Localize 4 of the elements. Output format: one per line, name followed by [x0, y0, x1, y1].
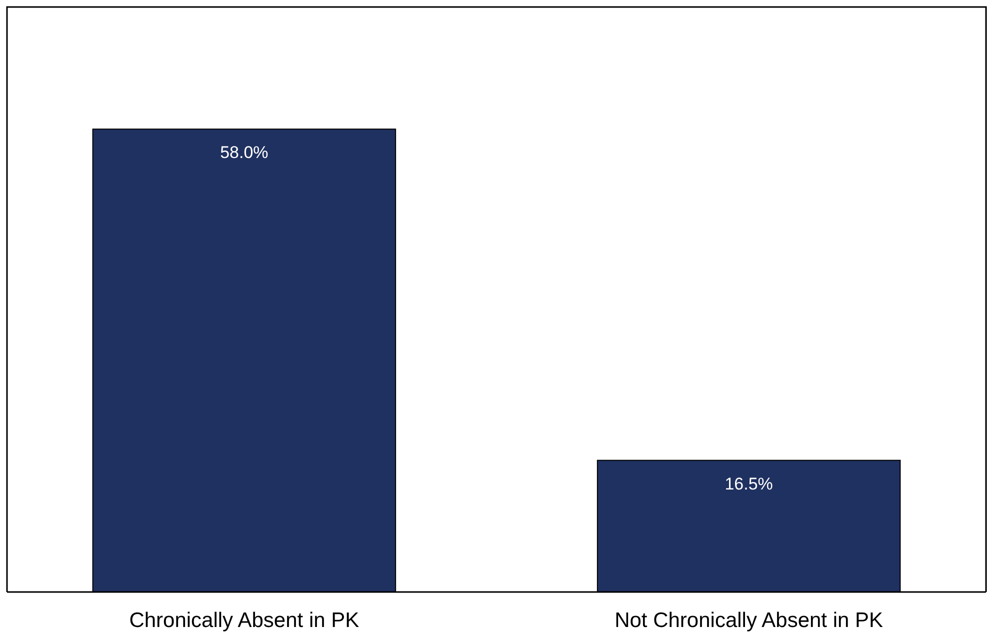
data-label: 58.0%: [220, 143, 268, 162]
data-label: 16.5%: [724, 474, 773, 494]
x-tick-label: Not Chronically Absent in PK: [614, 609, 884, 632]
x-tick-label: Chronically Absent in PK: [129, 609, 360, 632]
